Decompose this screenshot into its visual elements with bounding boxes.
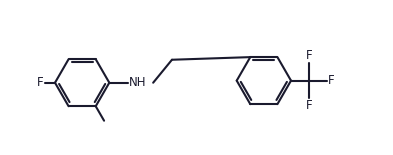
Text: F: F	[305, 49, 312, 62]
Text: F: F	[37, 76, 44, 89]
Text: F: F	[327, 74, 334, 87]
Text: NH: NH	[129, 76, 146, 89]
Text: F: F	[305, 99, 312, 112]
